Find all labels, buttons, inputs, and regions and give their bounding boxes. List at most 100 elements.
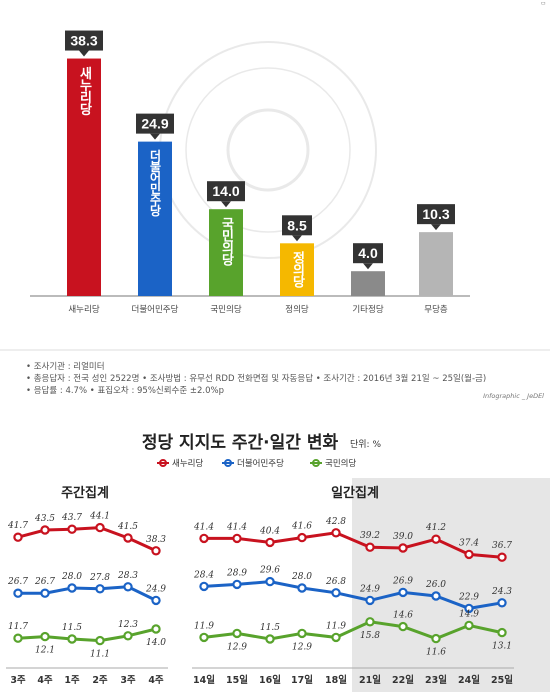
weekly-point-2-5 (151, 624, 161, 634)
daily-data-label-0-6: 39.0 (393, 532, 413, 542)
weekly-x-tick-0: 3주 (10, 675, 26, 686)
daily-x-tick-2: 16일 (259, 674, 281, 686)
bar-2 (209, 209, 243, 296)
weekly-point-1-4 (123, 582, 133, 592)
daily-x-tick-1: 15일 (226, 674, 248, 686)
value-label-box-5 (417, 204, 455, 225)
weekly-data-label-1-2: 28.0 (61, 572, 82, 582)
daily-point-0-1 (232, 533, 242, 544)
daily-x-tick-9: 25일 (491, 674, 513, 686)
daily-data-label-0-0: 41.4 (193, 522, 214, 532)
legend-label-1: 더불어민주당 (237, 458, 284, 469)
value-label-box-0 (65, 30, 103, 51)
legend-label-2: 국민의당 (325, 458, 356, 469)
daily-point-1-0 (199, 581, 209, 592)
value-label-pointer-1 (150, 133, 160, 140)
value-label-0: 38.3 (70, 33, 97, 49)
daily-data-label-1-9: 24.3 (491, 587, 512, 597)
weekly-data-label-0-2: 43.7 (61, 513, 82, 523)
daily-data-label-0-5: 39.2 (360, 531, 380, 541)
corner-mark: ᄇ (540, 2, 546, 9)
value-label-pointer-3 (292, 235, 302, 242)
daily-point-2-9 (497, 627, 507, 638)
daily-point-0-6 (398, 543, 408, 553)
value-label-1: 24.9 (141, 116, 168, 132)
weekly-x-tick-4: 3주 (120, 675, 136, 686)
bar-3 (280, 243, 314, 296)
note-survey-org: • 조사기관 : 리얼미터 (26, 362, 105, 372)
daily-x-tick-5: 21일 (359, 674, 381, 686)
daily-data-label-1-7: 26.0 (425, 580, 446, 590)
daily-data-label-2-3: 12.9 (292, 642, 312, 652)
daily-highlight-region (352, 478, 550, 692)
value-label-pointer-5 (431, 224, 441, 231)
daily-point-2-5 (365, 617, 375, 627)
trend-title: 정당 지지도 주간·일간 변화 (142, 433, 339, 453)
daily-point-0-5 (365, 542, 375, 552)
note-survey-method: • 총응답자 : 전국 성인 2522명 • 조사방법 : 유무선 RDD 전화… (26, 374, 487, 384)
value-label-2: 14.0 (212, 183, 239, 199)
daily-point-0-4 (331, 528, 341, 538)
bar-inner-label-2: 국민의당 (219, 217, 234, 267)
daily-data-label-2-0: 11.9 (194, 621, 214, 631)
weekly-data-label-0-0: 41.7 (7, 521, 28, 531)
weekly-point-2-3 (95, 635, 105, 646)
daily-series-line-1 (203, 580, 503, 610)
daily-point-1-6 (398, 587, 408, 598)
bar-category-0: 새누리당 (68, 304, 99, 315)
weekly-point-0-3 (95, 522, 105, 533)
bar-5 (419, 232, 453, 296)
weekly-data-label-1-5: 24.9 (145, 584, 166, 594)
daily-data-label-2-4: 11.9 (326, 621, 346, 631)
bar-inner-label-1: 더불어민주당 (148, 148, 162, 217)
trend-unit: 단위: % (350, 439, 381, 450)
daily-point-1-1 (232, 579, 242, 590)
daily-data-label-0-4: 42.8 (325, 517, 346, 527)
weekly-x-tick-1: 4주 (37, 675, 53, 686)
value-label-box-1 (136, 113, 174, 134)
daily-point-0-2 (265, 537, 275, 548)
bar-1 (138, 141, 172, 296)
value-label-5: 10.3 (422, 206, 449, 222)
weekly-data-label-0-3: 44.1 (89, 512, 110, 522)
daily-point-1-3 (297, 583, 307, 593)
infographic-credit: Infographic _ JeDEl (483, 392, 544, 400)
weekly-data-label-0-4: 41.5 (117, 522, 138, 532)
value-label-box-2 (207, 181, 245, 202)
daily-x-tick-0: 14일 (193, 674, 215, 686)
value-label-3: 8.5 (287, 217, 307, 233)
daily-point-0-8 (464, 549, 474, 560)
daily-data-label-0-7: 41.2 (425, 523, 446, 533)
daily-data-label-2-6: 14.6 (393, 611, 413, 621)
bar-category-2: 국민의당 (210, 304, 241, 315)
weekly-point-0-5 (151, 546, 161, 556)
daily-data-label-2-7: 11.6 (426, 648, 446, 658)
weekly-data-label-2-1: 12.1 (35, 646, 55, 656)
note-response-rate: • 응답률 : 4.7% • 표집오차 : 95%신뢰수준 ±2.0%p (26, 386, 224, 396)
bar-category-4: 기타정당 (352, 304, 383, 315)
daily-point-2-2 (265, 634, 275, 644)
daily-data-label-1-6: 26.9 (392, 576, 413, 586)
daily-data-label-1-4: 26.8 (325, 577, 346, 587)
weekly-data-label-2-5: 14.0 (146, 638, 166, 648)
weekly-point-0-2 (67, 524, 77, 534)
daily-x-tick-8: 24일 (458, 674, 480, 686)
daily-x-tick-4: 18일 (325, 674, 347, 686)
daily-point-1-2 (265, 576, 275, 587)
daily-series-line-0 (204, 531, 503, 559)
daily-point-2-3 (297, 628, 307, 639)
weekly-point-0-1 (40, 525, 50, 535)
daily-data-label-1-8: 22.9 (458, 592, 479, 602)
daily-data-label-1-0: 28.4 (193, 570, 214, 580)
weekly-x-tick-5: 4주 (148, 675, 164, 686)
daily-point-2-8 (464, 620, 474, 631)
weekly-point-0-0 (13, 532, 23, 542)
bar-category-5: 무당층 (424, 304, 448, 315)
daily-data-label-0-8: 37.4 (459, 538, 479, 548)
bar-4 (351, 271, 385, 296)
legend-label-0: 새누리당 (172, 458, 203, 469)
value-label-box-4 (353, 243, 383, 264)
weekly-title: 주간집계 (61, 485, 109, 501)
